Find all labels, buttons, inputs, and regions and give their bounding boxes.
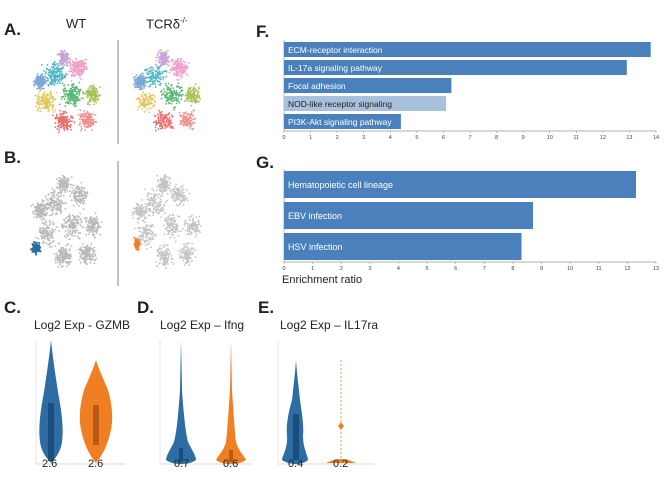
bar-hsv-infection (284, 233, 522, 260)
tsne-wt-clusters (32, 49, 102, 134)
violin-plots (35, 340, 375, 465)
bar-nod-like-receptor-signaling (284, 96, 447, 111)
x-tick-label: 14 (653, 135, 659, 141)
violin-title-gzmb: Log2 Exp - GZMB (34, 318, 131, 332)
bar-label: Focal adhesion (288, 81, 346, 91)
x-tick-label: 7 (468, 135, 471, 141)
violin-il17ra-ko-value: 0.2 (333, 458, 349, 470)
x-tick-label: 6 (442, 135, 445, 141)
x-axis-label: Enrichment ratio (282, 274, 362, 286)
violin-gzmb-wt-value: 2.6 (42, 458, 58, 470)
panel-label-b: B. (4, 148, 21, 167)
tsne-ko-clusters (132, 49, 202, 132)
bar-hematopoietic-cell-lineage (284, 171, 636, 198)
violin-ifng-ko (216, 340, 246, 464)
tsne-header-tcr: TCRδ-/- (146, 16, 188, 32)
violin-il17ra-wt-value: 0.4 (288, 458, 304, 470)
violin-gzmb-ko-box (93, 405, 99, 445)
violin-ifng-wt (166, 340, 196, 464)
bar-label: EBV infection (288, 211, 342, 221)
panel-label-g: G. (256, 153, 274, 172)
x-tick-label: 2 (340, 266, 343, 272)
x-tick-label: 5 (415, 135, 418, 141)
violin-il17ra-ko (326, 459, 356, 463)
bar-label: PI3K-Akt signaling pathway (288, 117, 392, 127)
bar-focal-adhesion (284, 78, 452, 93)
tsne-ko-highlight (131, 174, 202, 269)
x-tick-label: 3 (368, 266, 371, 272)
x-tick-label: 9 (540, 266, 543, 272)
x-tick-label: 0 (282, 266, 285, 272)
violin-ifng-wt-box (179, 448, 183, 462)
x-tick-label: 3 (362, 135, 365, 141)
violin-ifng (159, 340, 252, 465)
bar-label: HSV infection (288, 242, 343, 252)
x-tick-label: 5 (426, 266, 429, 272)
violin-il17ra (277, 340, 375, 465)
x-tick-label: 0 (282, 135, 285, 141)
tsne-plots (30, 40, 202, 286)
bar-label: ECM-receptor interaction (288, 45, 383, 55)
x-tick-label: 13 (626, 135, 632, 141)
bar-label: NOD-like receptor signaling (288, 99, 392, 109)
panel-label-f: F. (256, 22, 270, 41)
violin-gzmb-wt (39, 340, 63, 463)
violin-il17ra-wt-box (293, 414, 299, 460)
panel-label-c: C. (4, 298, 21, 317)
x-tick-label: 6 (454, 266, 457, 272)
violin-il17ra-ko-marker (338, 422, 344, 430)
x-tick-label: 9 (522, 135, 525, 141)
bar-ebv-infection (284, 202, 533, 229)
panel-label-a: A. (4, 20, 21, 39)
chart-g: Hematopoietic cell lineage EBV infection H… (282, 169, 659, 286)
violin-ifng-wt-value: 0.7 (174, 458, 190, 470)
x-tick-label: 11 (596, 266, 602, 272)
x-tick-label: 12 (600, 135, 606, 141)
x-tick-label: 2 (336, 135, 339, 141)
x-tick-label: 7 (483, 266, 486, 272)
x-tick-label: 10 (547, 135, 553, 141)
x-tick-label: 11 (573, 135, 579, 141)
x-tick-label: 4 (397, 266, 400, 272)
x-tick-label: 10 (567, 266, 573, 272)
x-tick-label: 12 (624, 266, 630, 272)
panel-label-d: D. (137, 298, 154, 317)
chart-f: ECM-receptor interaction IL-17a signaling… (282, 40, 659, 141)
tsne-header-wt: WT (66, 16, 87, 31)
violin-gzmb (35, 340, 126, 465)
bar-ecm-receptor-interaction (284, 42, 651, 57)
violin-title-il17ra: Log2 Exp – IL17ra (280, 318, 379, 332)
bar-il-17a-signaling-pathway (284, 60, 627, 75)
violin-ifng-ko-value: 0.6 (223, 458, 239, 470)
bar-label: IL-17a signaling pathway (288, 63, 383, 73)
bar-label: Hematopoietic cell lineage (288, 180, 393, 190)
x-tick-label: 8 (511, 266, 514, 272)
violin-ifng-ko-box (229, 450, 233, 462)
x-tick-label: 8 (495, 135, 498, 141)
x-tick-label: 1 (311, 266, 314, 272)
bar-pi3k-akt-signaling-pathway (284, 114, 401, 129)
violin-gzmb-wt-box (48, 403, 54, 461)
x-tick-label: 13 (653, 266, 659, 272)
tsne-wt-highlight (30, 174, 103, 268)
x-tick-label: 1 (309, 135, 312, 141)
panel-label-e: E. (258, 298, 275, 317)
x-tick-label: 4 (389, 135, 392, 141)
violin-title-ifng: Log2 Exp – Ifng (160, 318, 245, 332)
violin-il17ra-wt (282, 360, 308, 464)
violin-gzmb-ko-value: 2.6 (88, 458, 104, 470)
